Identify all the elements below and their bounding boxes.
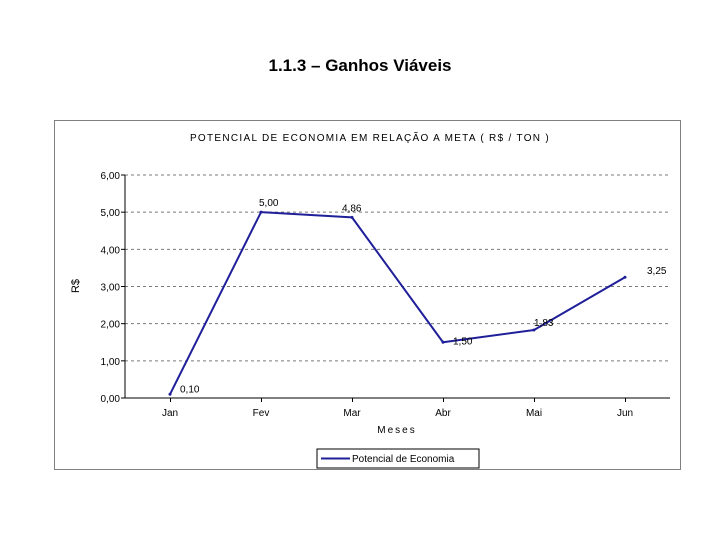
- chart-frame: [54, 120, 681, 470]
- data-label: 4,86: [342, 203, 362, 214]
- data-point: [623, 275, 627, 279]
- axes: [124, 175, 670, 399]
- gridlines: [121, 174, 670, 399]
- x-tick-label: Jun: [617, 408, 633, 419]
- x-tick-labels: Jan Fev Mar Abr Mai Jun: [162, 398, 633, 419]
- data-label: 1,83: [534, 318, 554, 329]
- y-tick-label: 6,00: [101, 171, 121, 182]
- data-label: 5,00: [259, 198, 279, 209]
- legend-box: [316, 448, 480, 469]
- data-label: 1,50: [453, 336, 473, 347]
- x-tick-label: Mar: [343, 408, 361, 419]
- x-tick-label: Fev: [253, 408, 270, 419]
- data-labels: 0,10 5,00 4,86 1,50 1,83 3,25: [180, 198, 667, 395]
- x-tick-label: Jan: [162, 408, 178, 419]
- legend-entry: Potencial de Economia: [352, 454, 455, 465]
- y-tick-label: 4,00: [101, 245, 121, 256]
- data-point: [441, 340, 445, 344]
- data-point: [532, 328, 536, 332]
- data-label: 3,25: [647, 266, 667, 277]
- legend: Potencial de Economia: [316, 448, 480, 469]
- x-axis-label: Meses: [377, 425, 416, 436]
- series-line: [169, 211, 626, 395]
- y-axis-label: R$: [70, 279, 82, 293]
- data-point: [259, 210, 263, 214]
- x-tick-label: Abr: [435, 408, 451, 419]
- y-tick-label: 5,00: [101, 208, 121, 219]
- y-tick-labels: 0,00 1,00 2,00 3,00 4,00 5,00 6,00: [101, 171, 121, 405]
- x-tick-label: Mai: [526, 408, 542, 419]
- data-point: [350, 215, 354, 219]
- data-label: 0,10: [180, 384, 200, 395]
- y-tick-label: 2,00: [101, 320, 121, 331]
- chart-title: POTENCIAL DE ECONOMIA EM RELAÇÃO A META …: [190, 131, 550, 144]
- y-tick-label: 0,00: [101, 394, 121, 405]
- data-point: [168, 392, 172, 396]
- page-title: 1.1.3 – Ganhos Viáveis: [268, 56, 452, 75]
- series-layer: [168, 210, 627, 396]
- y-tick-label: 1,00: [101, 357, 121, 368]
- y-tick-label: 3,00: [101, 283, 121, 294]
